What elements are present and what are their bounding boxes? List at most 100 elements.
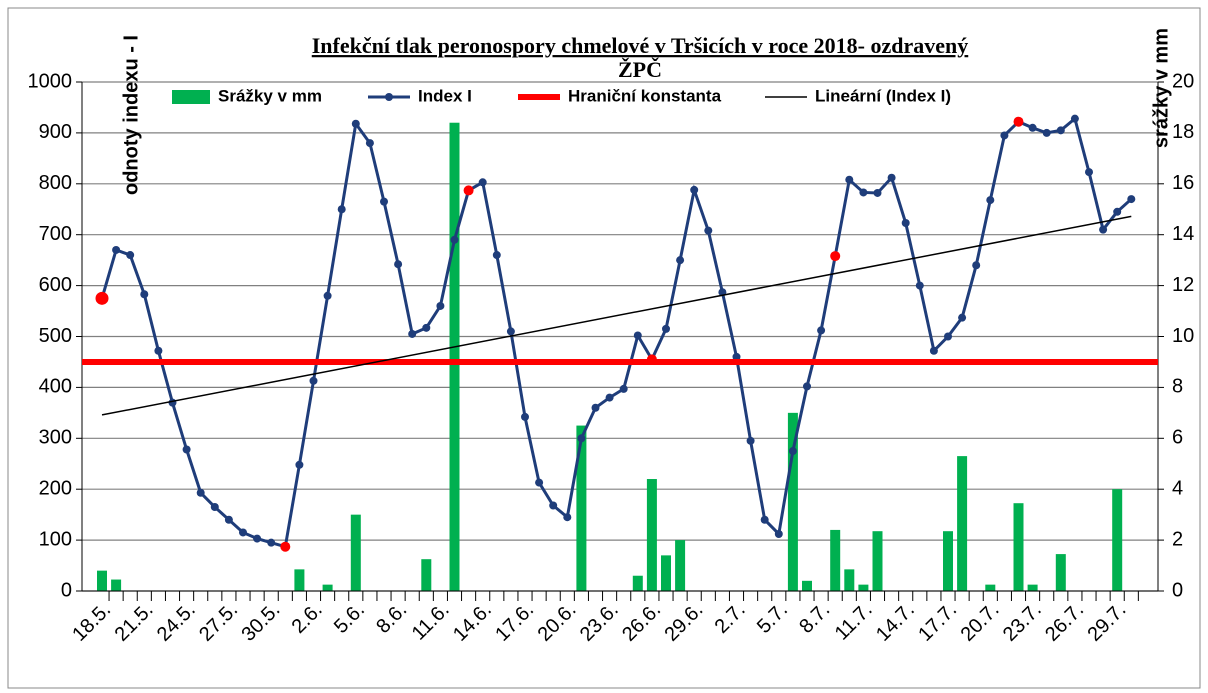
y2-tick-label: 14	[1172, 223, 1194, 245]
bar	[1055, 554, 1066, 591]
point	[944, 332, 952, 341]
point	[591, 403, 600, 412]
bar	[576, 425, 587, 591]
y2-tick-label: 20	[1172, 70, 1194, 92]
y2-tick-label: 2	[1172, 528, 1183, 550]
point	[280, 541, 291, 552]
chart-title: Infekční tlak peronospory chmelové v Trš…	[312, 33, 969, 58]
point	[112, 245, 121, 254]
bar	[957, 456, 968, 591]
point	[887, 173, 896, 182]
point	[351, 119, 360, 128]
chart-subtitle: ŽPČ	[618, 57, 662, 82]
point	[154, 346, 163, 355]
point	[845, 175, 854, 184]
bar	[858, 584, 869, 591]
y-tick-label: 200	[39, 477, 72, 499]
point	[662, 324, 670, 333]
y2-tick-label: 4	[1172, 477, 1183, 499]
y2-tick-label: 10	[1172, 325, 1194, 347]
point	[182, 445, 191, 454]
y-tick-label: 500	[39, 325, 72, 347]
point	[803, 382, 811, 391]
y-tick-label: 900	[39, 121, 72, 143]
bar	[421, 559, 432, 591]
y2-axis-title: srážky v mm	[1150, 28, 1172, 148]
y2-tick-label: 8	[1172, 376, 1183, 398]
y-tick-label: 600	[39, 274, 72, 296]
point	[450, 235, 459, 244]
y-tick-label: 400	[39, 376, 72, 398]
legend-label: Hraniční konstanta	[568, 86, 722, 105]
y-tick-label: 700	[39, 223, 72, 245]
point	[901, 218, 910, 227]
bar	[872, 531, 883, 591]
point	[817, 326, 826, 335]
trend-line	[101, 215, 1132, 416]
point	[436, 301, 445, 310]
point	[224, 515, 233, 524]
point	[1042, 128, 1051, 137]
point	[859, 188, 868, 197]
point	[1085, 168, 1093, 177]
legend-label: Lineární (Index I)	[815, 86, 951, 105]
point	[295, 460, 304, 469]
point	[126, 251, 135, 260]
point	[408, 329, 417, 338]
bar	[1112, 489, 1123, 591]
point	[140, 290, 149, 299]
point	[323, 291, 332, 300]
point	[704, 226, 713, 235]
point	[463, 185, 474, 196]
point	[746, 436, 755, 445]
point	[958, 313, 967, 322]
point	[605, 393, 614, 402]
point	[309, 376, 318, 385]
point	[1000, 131, 1009, 140]
y-axis-title: odnoty indexu - I	[120, 35, 142, 195]
bar	[985, 584, 996, 591]
point	[365, 139, 374, 148]
point	[1127, 195, 1136, 204]
point	[521, 412, 529, 421]
point	[760, 515, 769, 524]
bar	[943, 531, 953, 591]
bar	[802, 580, 812, 591]
point	[210, 503, 219, 512]
y-tick-label: 800	[39, 172, 72, 194]
bar	[632, 575, 643, 591]
y2-tick-label: 6	[1172, 427, 1183, 449]
y2-tick-label: 16	[1172, 172, 1194, 194]
point	[1056, 126, 1065, 135]
bar	[322, 584, 333, 591]
frame	[7, 7, 1201, 689]
point	[563, 513, 572, 522]
legend-marker	[385, 93, 393, 101]
bar	[675, 540, 686, 591]
point	[830, 251, 841, 262]
point	[492, 251, 501, 260]
bar	[294, 569, 305, 591]
legend-swatch	[172, 90, 210, 104]
point	[1070, 114, 1079, 123]
legend-label: Index I	[418, 86, 472, 105]
bar	[1013, 503, 1024, 591]
point	[690, 185, 699, 194]
point	[95, 291, 109, 305]
legend-label: Srážky v mm	[218, 86, 322, 105]
point	[1099, 225, 1108, 234]
point	[577, 434, 586, 443]
point	[196, 488, 205, 497]
legend-bg	[165, 84, 995, 112]
point	[506, 327, 515, 336]
point	[986, 196, 995, 205]
point	[478, 178, 487, 187]
point	[168, 398, 177, 407]
bar	[787, 412, 798, 591]
point	[915, 281, 924, 290]
y-tick-label: 300	[39, 427, 72, 449]
bar	[350, 514, 361, 591]
y2-tick-label: 0	[1172, 579, 1183, 601]
y-tick-label: 100	[39, 528, 72, 550]
